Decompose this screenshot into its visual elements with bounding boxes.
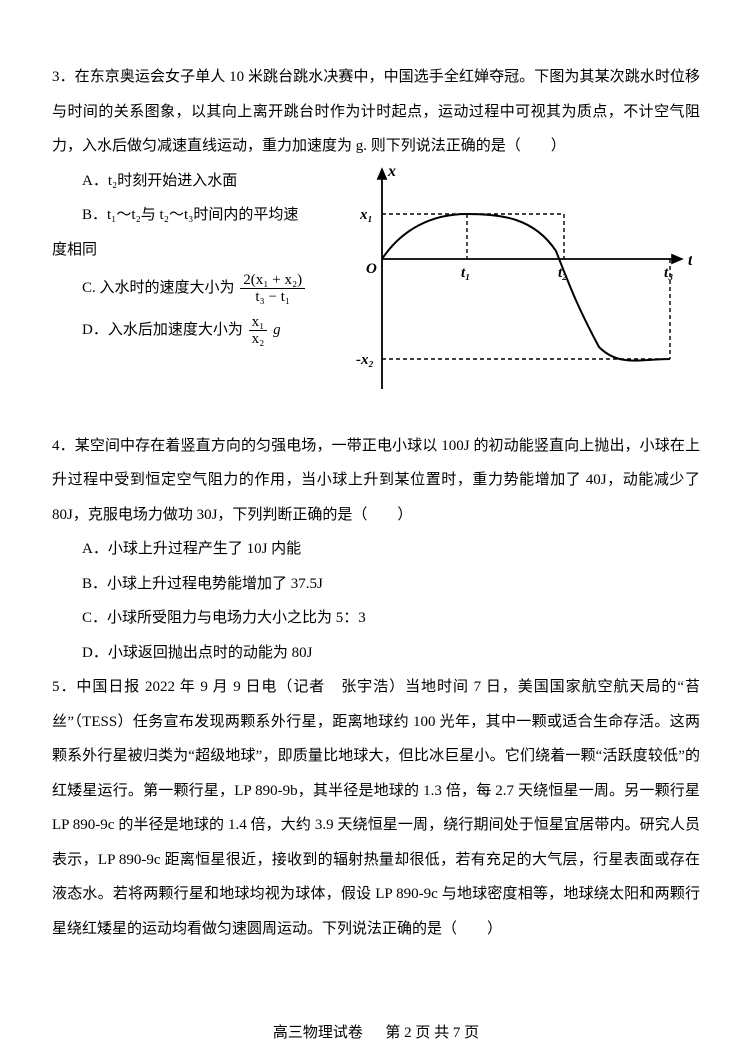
q3-c-numerator: 2(x₁ + x₂): [240, 272, 305, 290]
q3-c-denominator: t₃ − t₁: [240, 289, 305, 306]
footer-label: 高三物理试卷: [273, 1025, 363, 1041]
question-4: 4．某空间中存在着竖直方向的匀强电场，一带正电小球以 100J 的初动能竖直向上…: [52, 429, 700, 671]
q5-stem: 5．中国日报 2022 年 9 月 9 日电（记者 张宇浩）当地时间 7 日，美…: [52, 670, 700, 946]
q4-option-b: B．小球上升过程电势能增加了 37.5J: [82, 567, 700, 602]
q3-option-b-line1: B．t₁～t₂与 t₂～t₃时间内的平均速: [52, 198, 352, 233]
q3-d-denominator: x₂: [249, 331, 268, 348]
q3-option-d-post: g: [273, 322, 281, 338]
q3-d-numerator: x₁: [249, 314, 268, 332]
q3-option-d-fraction: x₁ x₂: [247, 314, 270, 348]
q4-stem: 4．某空间中存在着竖直方向的匀强电场，一带正电小球以 100J 的初动能竖直向上…: [52, 429, 700, 533]
q4-options: A．小球上升过程产生了 10J 内能 B．小球上升过程电势能增加了 37.5J …: [52, 532, 700, 670]
displacement-time-graph: xtOx₁-x₂t₁t₂t₃: [352, 164, 692, 424]
svg-text:t₁: t₁: [461, 265, 470, 281]
question-3: 3．在东京奥运会女子单人 10 米跳台跳水决赛中，中国选手全红婵夺冠。下图为其某…: [52, 60, 700, 429]
footer-page: 第 2 页 共 7 页: [385, 1025, 479, 1041]
q3-option-d-pre: D．入水后加速度大小为: [82, 322, 243, 338]
q3-option-c-fraction: 2(x₁ + x₂) t₃ − t₁: [238, 272, 307, 306]
exam-page: 3．在东京奥运会女子单人 10 米跳台跳水决赛中，中国选手全红婵夺冠。下图为其某…: [0, 0, 752, 1062]
q4-option-d: D．小球返回抛出点时的动能为 80J: [82, 636, 700, 671]
svg-text:x: x: [387, 164, 396, 180]
q4-option-c: C．小球所受阻力与电场力大小之比为 5：3: [82, 601, 700, 636]
q3-option-c: C. 入水时的速度大小为 2(x₁ + x₂) t₃ − t₁: [52, 267, 352, 309]
q3-options-left: A．t₂时刻开始进入水面 B．t₁～t₂与 t₂～t₃时间内的平均速 度相同 C…: [52, 164, 352, 352]
svg-text:t₃: t₃: [664, 265, 673, 281]
svg-text:O: O: [366, 261, 377, 277]
svg-text:t: t: [688, 252, 692, 269]
question-5: 5．中国日报 2022 年 9 月 9 日电（记者 张宇浩）当地时间 7 日，美…: [52, 670, 700, 946]
svg-text:x₁: x₁: [359, 207, 373, 223]
q3-option-c-pre: C. 入水时的速度大小为: [82, 280, 235, 296]
q3-option-d: D．入水后加速度大小为 x₁ x₂ g: [52, 309, 352, 351]
q3-option-a: A．t₂时刻开始进入水面: [52, 164, 352, 199]
q3-body-row: A．t₂时刻开始进入水面 B．t₁～t₂与 t₂～t₃时间内的平均速 度相同 C…: [52, 164, 700, 429]
q4-option-a: A．小球上升过程产生了 10J 内能: [82, 532, 700, 567]
q3-option-b-line2: 度相同: [52, 233, 352, 268]
svg-text:-x₂: -x₂: [356, 352, 374, 368]
page-footer: 高三物理试卷 第 2 页 共 7 页: [0, 1021, 752, 1042]
q3-chart: xtOx₁-x₂t₁t₂t₃: [352, 164, 700, 429]
q3-stem: 3．在东京奥运会女子单人 10 米跳台跳水决赛中，中国选手全红婵夺冠。下图为其某…: [52, 60, 700, 164]
